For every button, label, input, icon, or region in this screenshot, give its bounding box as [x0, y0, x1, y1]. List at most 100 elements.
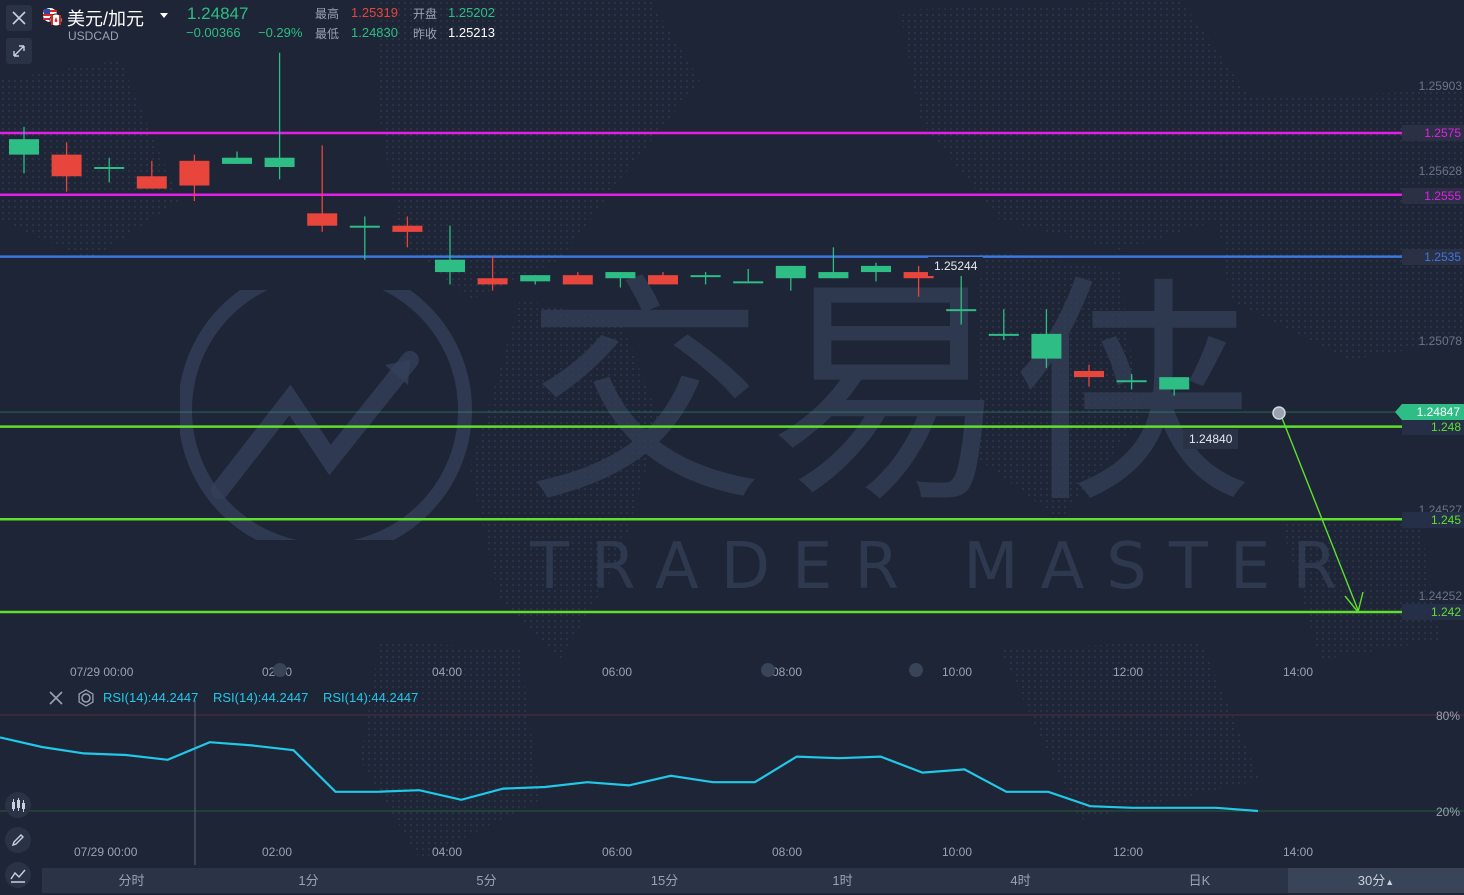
projection-arrow-line	[1279, 412, 1359, 611]
low-label: 最低	[315, 27, 340, 41]
candle-body	[435, 259, 465, 273]
rsi-line	[0, 736, 1259, 813]
level-tag-1.2535: 1.2535	[1402, 249, 1464, 265]
candle-body	[51, 154, 82, 177]
prev-close-label: 昨收	[413, 27, 438, 41]
timeframe-30m-selected[interactable]: 30分▲	[1288, 868, 1464, 893]
time-axis-label: 06:00	[602, 665, 633, 679]
collapse-button[interactable]	[6, 38, 32, 64]
price-axis-label: 1.24252	[1418, 589, 1462, 603]
rsi-time-label: 07/29 00:00	[74, 845, 138, 859]
candle-body	[1031, 333, 1062, 359]
price-axis-label: 1.25078	[1418, 334, 1462, 348]
time-axis-label: 12:00	[1113, 665, 1144, 679]
candle-body	[605, 272, 636, 279]
watermark-brand-cn: 交易侠	[525, 255, 1258, 535]
timeframe-caret-up-icon: ▲	[1385, 877, 1395, 887]
candle-body	[136, 176, 167, 189]
level-tag-1.248: 1.248	[1402, 419, 1464, 435]
timeframe-tick[interactable]: 分时	[118, 873, 145, 888]
projection-arrow-head	[1344, 591, 1364, 613]
timeframe-daily[interactable]: 日K	[1188, 873, 1211, 888]
candle-body	[264, 157, 295, 167]
level-tag-1.2555: 1.2555	[1402, 188, 1464, 204]
timeframe-30m-label: 30分	[1357, 873, 1386, 888]
candle-body	[946, 309, 977, 312]
low-value: 1.24830	[351, 25, 398, 40]
last-price: 1.24847	[187, 4, 249, 23]
time-axis-label: 10:00	[942, 665, 973, 679]
candle-body	[477, 278, 508, 285]
rsi-close-icon[interactable]	[47, 689, 65, 707]
rsi-chart[interactable]	[0, 700, 1464, 865]
candle-body	[179, 160, 210, 186]
timeframe-1h[interactable]: 1时	[832, 873, 853, 888]
open-value: 1.25202	[448, 5, 495, 20]
current-price-tag-shape	[1395, 404, 1464, 420]
time-axis-label: 07/29 00:00	[70, 665, 134, 679]
timeframe-15m[interactable]: 15分	[650, 873, 679, 888]
time-axis-label: 04:00	[432, 665, 463, 679]
pencil-icon	[11, 834, 24, 847]
candle-body	[775, 265, 806, 279]
candle-body	[9, 139, 39, 155]
us-ca-flag-icon	[43, 8, 63, 27]
event-marker[interactable]	[273, 663, 287, 677]
rsi-legend-1: RSI(14):44.2447	[103, 690, 199, 705]
timeframe-1m[interactable]: 1分	[298, 873, 319, 888]
candle-body	[988, 333, 1019, 336]
candle-body	[648, 275, 678, 285]
rsi-level-20: 20%	[1435, 805, 1460, 819]
rsi-legend-2: RSI(14):44.2447	[213, 690, 309, 705]
event-marker[interactable]	[761, 663, 775, 677]
high-label: 最高	[315, 7, 340, 21]
candle-body	[349, 225, 380, 228]
rsi-time-label: 02:00	[262, 845, 293, 859]
rsi-legend-3: RSI(14):44.2447	[323, 690, 419, 705]
candles-icon	[12, 798, 25, 812]
candle-body	[733, 281, 764, 284]
timeframe-5m[interactable]: 5分	[476, 873, 497, 888]
candle-body	[94, 166, 125, 169]
price-axis: 1.25903 1.25628 1.25078 1.24527 1.24252	[1395, 0, 1464, 665]
close-button[interactable]	[6, 5, 32, 31]
pair-name[interactable]: 美元/加元	[67, 9, 145, 29]
pair-dropdown-icon[interactable]	[158, 10, 170, 20]
rsi-time-label: 10:00	[942, 845, 973, 859]
timeframe-4h[interactable]: 4时	[1010, 873, 1031, 888]
candlestick-chart[interactable]	[0, 0, 1464, 665]
timeframe-bar: 分时 1分 5分 15分 1时 4时 日K 30分▲	[42, 868, 1464, 893]
candle-body	[818, 272, 849, 279]
event-marker[interactable]	[909, 663, 923, 677]
price-change: −0.00366	[186, 25, 241, 40]
candle-body	[861, 265, 891, 273]
candle-body	[690, 275, 721, 278]
candle-body	[222, 157, 252, 164]
close-icon	[12, 11, 26, 25]
rsi-time-label: 08:00	[772, 845, 803, 859]
time-axis-label: 08:00	[772, 665, 803, 679]
watermark-brand-en: TRADER MASTER	[530, 530, 1359, 604]
rsi-settings-icon[interactable]	[77, 689, 95, 707]
price-axis-label: 1.25628	[1418, 164, 1462, 178]
line-tool-button[interactable]	[5, 862, 31, 888]
price-axis-label: 1.25903	[1418, 79, 1462, 93]
rsi-level-80: 80%	[1435, 709, 1460, 723]
level-tag-1.242: 1.242	[1402, 604, 1464, 620]
level-tag-1.245: 1.245	[1402, 512, 1464, 528]
open-label: 开盘	[413, 7, 438, 21]
rsi-time-label: 06:00	[602, 845, 633, 859]
price-change-pct: −0.29%	[258, 25, 303, 40]
indicator-tool-button[interactable]	[5, 792, 31, 818]
prev-close-value: 1.25213	[448, 25, 495, 40]
time-axis-label: 14:00	[1283, 665, 1314, 679]
pair-symbol: USDCAD	[68, 29, 119, 43]
candle-body	[903, 272, 934, 279]
price-marker-dot	[1272, 406, 1286, 420]
draw-tool-button[interactable]	[5, 827, 31, 853]
high-callout: 1.25244	[928, 257, 984, 276]
candle-body	[1074, 370, 1104, 378]
candle-body	[392, 225, 423, 232]
